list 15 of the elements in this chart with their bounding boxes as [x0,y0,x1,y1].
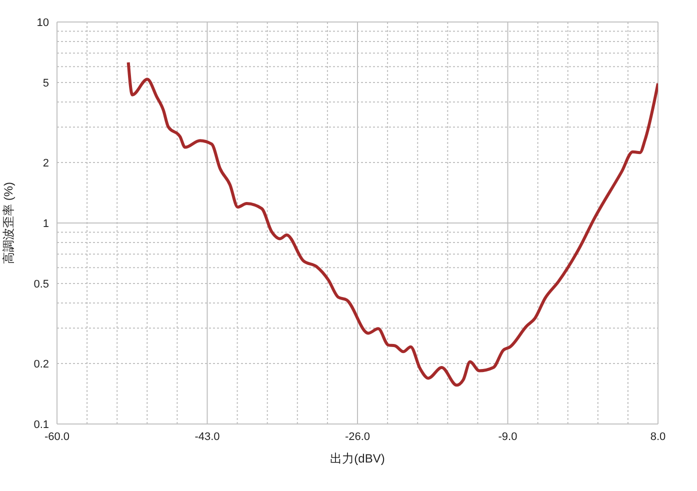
line-series [126,60,658,387]
y-tick-label: 10 [36,16,49,29]
x-axis-title: 出力(dBV) [330,452,385,466]
y-tick-label: 5 [42,77,49,90]
x-tick-label: -9.0 [498,430,518,443]
y-tick-label: 0.1 [34,418,49,431]
x-tick-label: 8.0 [650,430,666,443]
y-tick-label: 2 [42,157,49,170]
y-tick-label: 1 [42,218,49,230]
y-tick-label: 0.5 [34,278,49,290]
x-tick-label: -60.0 [44,430,70,443]
x-tick-label: -26.0 [344,430,370,443]
y-axis-title: 高調波歪率 (%) [1,182,16,264]
x-tick-label: -43.0 [194,430,220,443]
y-tick-label: 0.2 [34,358,49,370]
